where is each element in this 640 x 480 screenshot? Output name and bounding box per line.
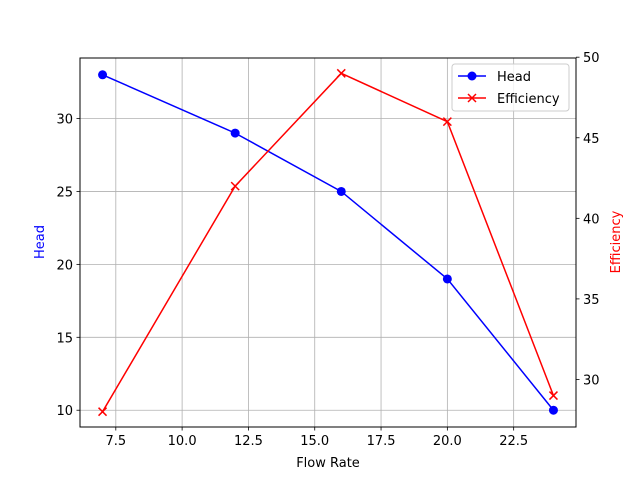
y-left-tick-label: 10 (56, 404, 73, 419)
y-right-tick-label: 40 (583, 212, 600, 227)
series-head (98, 70, 558, 415)
data-point (98, 70, 108, 80)
x-tick-label: 20.0 (433, 434, 462, 449)
plot-frame (79, 57, 577, 428)
y-axis-left-label: Head (33, 225, 48, 259)
circle-marker-icon (467, 71, 477, 81)
data-point (230, 181, 240, 191)
x-tick-label: 10.0 (168, 434, 197, 449)
x-tick-label: 7.5 (105, 434, 126, 449)
series-layer (98, 68, 558, 417)
x-tick-label: 22.5 (499, 434, 528, 449)
data-point (336, 186, 346, 196)
legend: Head Efficiency (451, 63, 570, 112)
y-left-tick-label: 30 (56, 113, 73, 128)
y-right-tick-label: 30 (583, 373, 600, 388)
y-left-tick-label: 25 (56, 185, 73, 200)
data-point (548, 405, 558, 415)
y-right-tick-label: 50 (583, 51, 600, 66)
x-tick-label: 12.5 (234, 434, 263, 449)
x-axis-ticks: 7.5 10.0 12.5 15.0 17.5 20.0 22.5 (105, 427, 528, 449)
legend-label-efficiency: Efficiency (497, 92, 560, 107)
y-axis-left-ticks: 10 15 20 25 30 (56, 113, 80, 419)
y-right-tick-label: 45 (583, 132, 600, 147)
y-right-tick-label: 35 (583, 293, 600, 308)
data-point (548, 391, 558, 401)
series-efficiency (98, 68, 558, 417)
data-point (336, 68, 346, 78)
y-left-tick-label: 20 (56, 258, 73, 273)
y-axis-right-label: Efficiency (609, 210, 624, 273)
data-point (442, 274, 452, 284)
grid-lines (80, 58, 576, 427)
y-left-tick-label: 15 (56, 331, 73, 346)
data-point (442, 117, 452, 127)
x-tick-label: 15.0 (300, 434, 329, 449)
legend-label-head: Head (497, 70, 531, 85)
x-axis-label: Flow Rate (296, 456, 360, 471)
legend-item-efficiency: Efficiency (458, 92, 560, 107)
x-marker-icon (467, 93, 477, 103)
legend-item-head: Head (458, 70, 531, 85)
data-point (230, 128, 240, 138)
x-tick-label: 17.5 (367, 434, 396, 449)
y-axis-right-ticks: 30 35 40 45 50 (576, 51, 600, 388)
data-point (98, 407, 108, 417)
